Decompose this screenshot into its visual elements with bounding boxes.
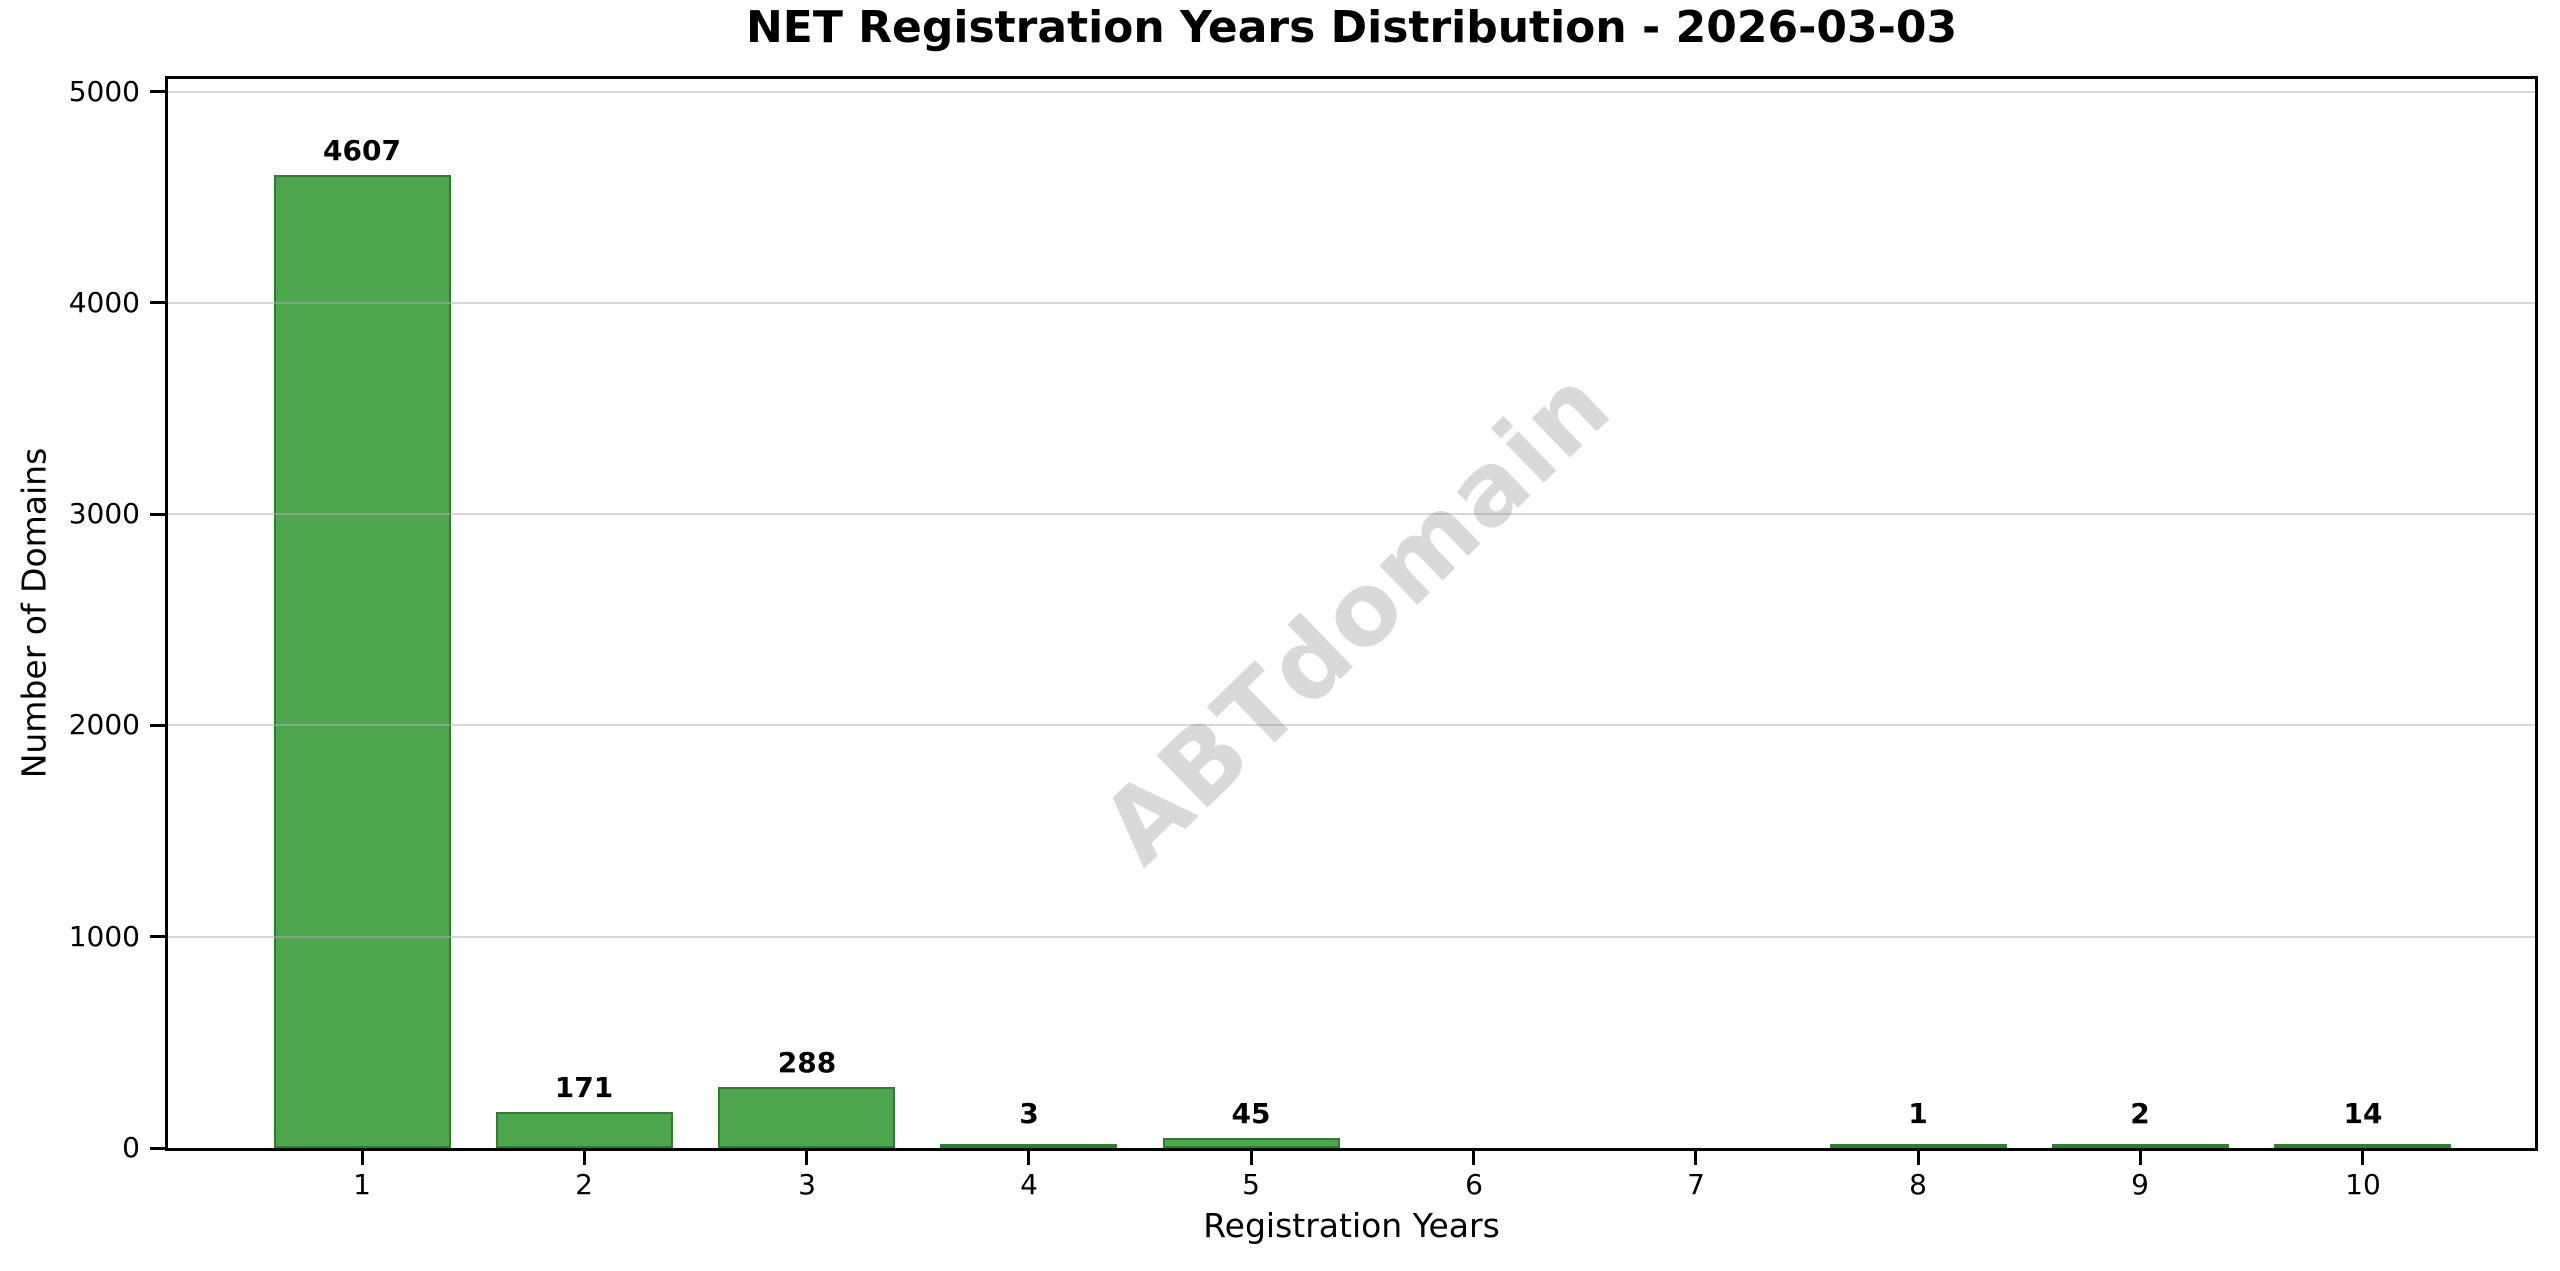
x-tick-mark <box>805 1151 808 1165</box>
bar-year-3 <box>718 1087 895 1148</box>
x-tick-mark <box>2361 1151 2364 1165</box>
x-tick-mark <box>1694 1151 1697 1165</box>
gridline-y-3000 <box>168 513 2535 515</box>
x-tick-mark <box>1917 1151 1920 1165</box>
gridline-y-1000 <box>168 936 2535 938</box>
x-tick-mark <box>1472 1151 1475 1165</box>
y-tick-label-1000: 1000 <box>68 920 140 953</box>
bar-value-label: 14 <box>2343 1097 2383 1130</box>
y-tick-label-2000: 2000 <box>68 708 140 741</box>
plot-area: 4607 171 288 3 45 1 2 14 ABTdomain <box>165 76 2538 1151</box>
x-tick-mark <box>583 1151 586 1165</box>
y-tick-label-3000: 3000 <box>68 497 140 530</box>
x-tick-mark <box>1027 1151 1030 1165</box>
gridlines-layer <box>168 79 2535 1148</box>
y-tick-mark <box>150 935 165 938</box>
gridline-y-5000 <box>168 91 2535 93</box>
x-tick-label-4: 4 <box>1020 1168 1038 1201</box>
y-tick-mark <box>150 301 165 304</box>
y-tick-label-0: 0 <box>122 1131 140 1164</box>
x-tick-label-10: 10 <box>2345 1168 2381 1201</box>
bar-year-8 <box>1830 1144 2007 1148</box>
gridline-y-4000 <box>168 302 2535 304</box>
bar-year-5 <box>1163 1138 1340 1148</box>
bar-year-2 <box>496 1112 673 1148</box>
x-tick-label-1: 1 <box>353 1168 371 1201</box>
bar-value-label: 171 <box>554 1071 614 1104</box>
y-axis-label: Number of Domains <box>14 447 54 779</box>
y-tick-mark <box>150 513 165 516</box>
y-tick-label-4000: 4000 <box>68 286 140 319</box>
bar-value-label: 1 <box>1908 1097 1928 1130</box>
bar-value-label: 2 <box>2130 1097 2150 1130</box>
x-tick-label-8: 8 <box>1909 1168 1927 1201</box>
x-tick-mark <box>361 1151 364 1165</box>
gridline-y-2000 <box>168 724 2535 726</box>
y-tick-label-5000: 5000 <box>68 75 140 108</box>
bar-year-1 <box>274 175 451 1148</box>
x-tick-label-7: 7 <box>1687 1168 1705 1201</box>
bar-value-label: 45 <box>1231 1097 1271 1130</box>
bar-value-label: 3 <box>1019 1097 1039 1130</box>
bar-value-label: 4607 <box>323 134 401 167</box>
chart-title: NET Registration Years Distribution - 20… <box>745 2 1958 53</box>
x-tick-label-3: 3 <box>798 1168 816 1201</box>
bar-year-10 <box>2274 1144 2451 1148</box>
x-tick-mark <box>2139 1151 2142 1165</box>
bar-value-label: 288 <box>777 1046 837 1079</box>
y-tick-mark <box>150 90 165 93</box>
y-tick-mark <box>150 724 165 727</box>
y-tick-mark <box>150 1147 165 1150</box>
bars-layer: 4607 171 288 3 45 1 2 14 <box>168 79 2535 1148</box>
x-axis-label: Registration Years <box>1203 1206 1500 1245</box>
x-tick-label-6: 6 <box>1465 1168 1483 1201</box>
x-tick-label-9: 9 <box>2131 1168 2149 1201</box>
bar-year-9 <box>2052 1144 2229 1148</box>
x-tick-label-2: 2 <box>575 1168 593 1201</box>
bar-year-4 <box>940 1144 1117 1148</box>
x-tick-label-5: 5 <box>1242 1168 1260 1201</box>
x-tick-mark <box>1250 1151 1253 1165</box>
